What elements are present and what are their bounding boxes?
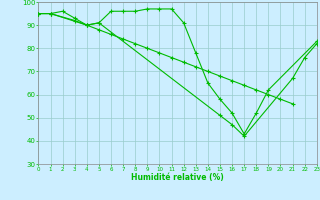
X-axis label: Humidité relative (%): Humidité relative (%) <box>131 173 224 182</box>
